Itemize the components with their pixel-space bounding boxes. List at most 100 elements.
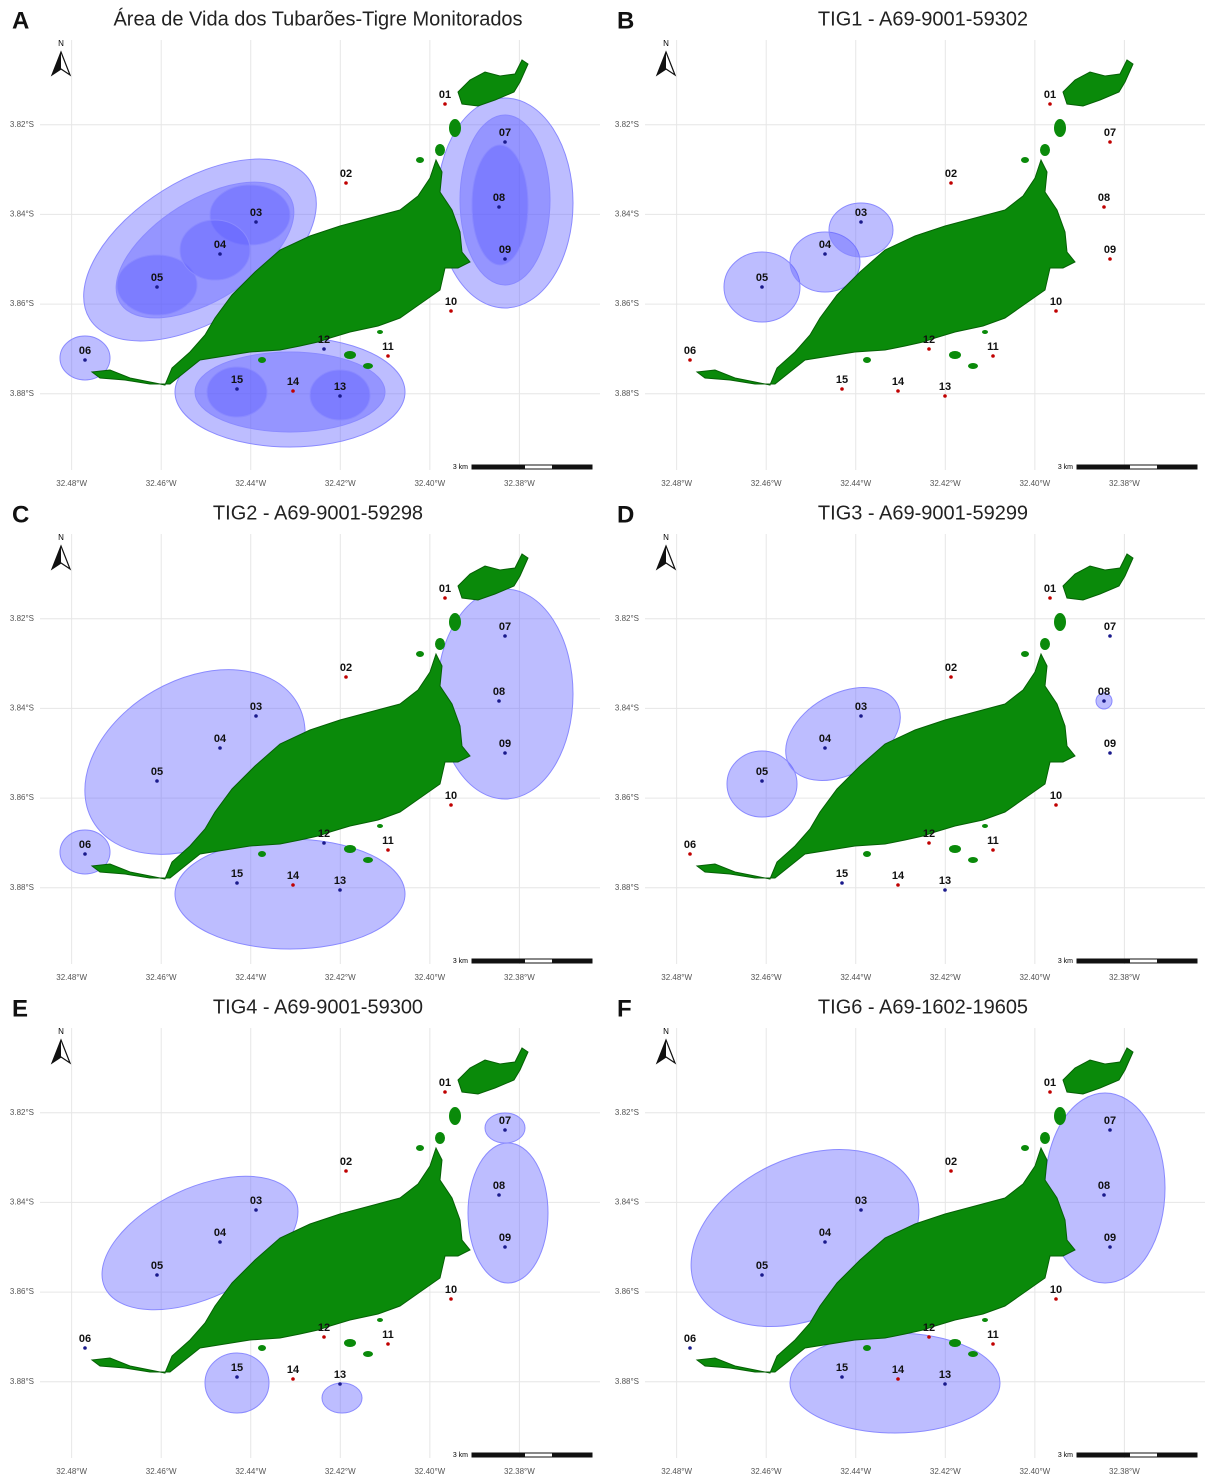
station-label: 02: [340, 662, 352, 674]
panel-letter: A: [12, 7, 29, 34]
x-tick-label: 32.48°W: [661, 479, 692, 488]
y-tick-label: 3.88°S: [615, 1377, 639, 1386]
station-label: 12: [318, 828, 330, 840]
station-label: 04: [819, 239, 832, 251]
islet: [863, 851, 871, 857]
station-label: 03: [250, 701, 262, 713]
station-label: 04: [819, 733, 832, 745]
station-point: [254, 1208, 258, 1212]
y-tick-label: 3.88°S: [10, 389, 34, 398]
scale-bar: [1077, 959, 1130, 963]
station-label: 11: [382, 341, 394, 353]
x-tick-label: 32.46°W: [146, 1467, 177, 1476]
x-tick-label: 32.42°W: [325, 973, 356, 982]
home-range: [467, 1142, 549, 1284]
station-point: [155, 285, 159, 289]
station-point: [991, 354, 995, 358]
scale-bar: [1077, 465, 1130, 469]
scale-label: 3 km: [1058, 958, 1073, 965]
station-label: 06: [79, 1333, 91, 1345]
x-tick-label: 32.42°W: [325, 479, 356, 488]
station-label: 06: [684, 839, 696, 851]
station-label: 15: [231, 868, 243, 880]
islet: [968, 363, 978, 369]
islet: [258, 357, 266, 363]
station-label: 02: [945, 1156, 957, 1168]
x-tick-label: 32.38°W: [504, 973, 535, 982]
station-point: [1108, 634, 1112, 638]
map-panel: 32.48°W 32.46°W 32.44°W 32.42°W 32.40°W 32.38…: [615, 501, 1205, 982]
map-panel: 32.48°W 32.46°W 32.44°W 32.42°W 32.40°W 32.38…: [10, 995, 600, 1476]
x-tick-label: 32.46°W: [146, 973, 177, 982]
x-tick-label: 32.48°W: [56, 973, 87, 982]
y-tick-label: 3.86°S: [10, 299, 34, 308]
station-point: [386, 848, 390, 852]
islet: [1040, 1132, 1050, 1144]
islet: [863, 357, 871, 363]
station-label: 08: [493, 686, 505, 698]
y-tick-label: 3.82°S: [10, 120, 34, 129]
station-point: [1108, 257, 1112, 261]
islet: [363, 363, 373, 369]
station-label: 07: [1104, 1115, 1116, 1127]
station-label: 14: [287, 870, 300, 882]
y-tick-label: 3.86°S: [615, 1287, 639, 1296]
islet: [449, 119, 461, 137]
station-label: 14: [892, 376, 905, 388]
scale-bar: [472, 465, 525, 469]
islet: [377, 1318, 383, 1322]
station-label: 02: [340, 168, 352, 180]
station-point: [449, 1297, 453, 1301]
home-range: [789, 1332, 1001, 1434]
home-range: [726, 750, 798, 818]
station-point: [927, 347, 931, 351]
scale-bar: [552, 1453, 592, 1457]
station-point: [1054, 309, 1058, 313]
x-tick-label: 32.38°W: [504, 479, 535, 488]
station-label: 15: [836, 374, 848, 386]
station-point: [322, 1335, 326, 1339]
station-label: 05: [151, 272, 163, 284]
station-point: [235, 881, 239, 885]
x-tick-label: 32.48°W: [661, 973, 692, 982]
station-point: [218, 1240, 222, 1244]
islet: [1062, 59, 1134, 107]
station-point: [1102, 699, 1106, 703]
station-point: [254, 220, 258, 224]
station-label: 10: [445, 296, 457, 308]
north-arrow: [657, 1040, 666, 1063]
y-tick-label: 3.84°S: [615, 209, 639, 218]
x-tick-label: 32.38°W: [504, 1467, 535, 1476]
islet: [435, 1132, 445, 1144]
island: [695, 652, 1076, 880]
north-label: N: [663, 533, 669, 542]
station-label: 10: [1050, 296, 1062, 308]
islet: [457, 59, 529, 107]
scale-bar: [552, 959, 592, 963]
station-label: 15: [231, 374, 243, 386]
x-tick-label: 32.40°W: [414, 973, 445, 982]
station-label: 11: [382, 835, 394, 847]
station-label: 10: [1050, 790, 1062, 802]
station-point: [291, 389, 295, 393]
y-tick-label: 3.86°S: [615, 793, 639, 802]
station-label: 09: [1104, 738, 1116, 750]
station-label: 02: [340, 1156, 352, 1168]
y-tick-label: 3.82°S: [10, 614, 34, 623]
home-range: [59, 829, 111, 875]
station-point: [688, 1346, 692, 1350]
x-tick-label: 32.46°W: [751, 479, 782, 488]
scale-label: 3 km: [453, 1452, 468, 1459]
islet: [1054, 119, 1066, 137]
panel-letter: B: [617, 7, 634, 34]
island: [695, 158, 1076, 386]
station-label: 09: [1104, 244, 1116, 256]
islet: [416, 157, 424, 163]
islet: [416, 1145, 424, 1151]
north-label: N: [58, 533, 64, 542]
station-label: 05: [151, 1260, 163, 1272]
station-label: 09: [499, 738, 511, 750]
station-label: 14: [892, 870, 905, 882]
x-tick-label: 32.42°W: [930, 479, 961, 488]
